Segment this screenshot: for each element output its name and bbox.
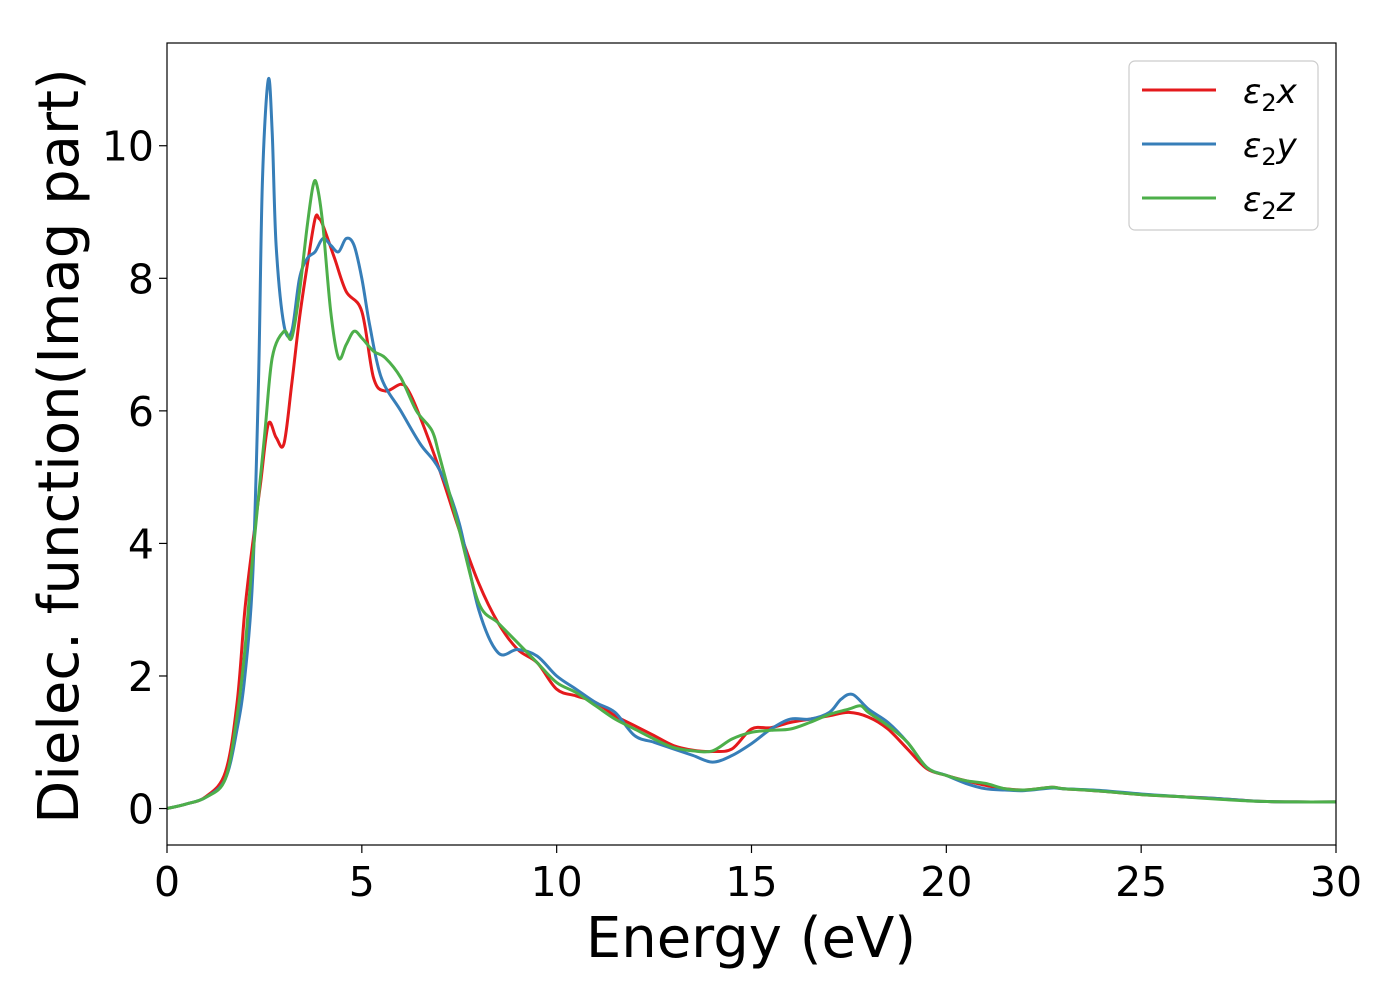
legend-label-x: ε2x [1243, 72, 1298, 117]
y-tick-label: 2 [128, 653, 154, 701]
x-tick-label: 30 [1310, 858, 1362, 906]
legend: ε2x ε2y ε2z [1128, 60, 1319, 231]
series-line-z [167, 179, 1336, 810]
legend-label-y: ε2y [1243, 126, 1298, 171]
y-tick-label: 0 [128, 786, 154, 834]
x-tick-label: 25 [1115, 858, 1167, 906]
y-tick-label: 10 [102, 123, 154, 171]
legend-label-z: ε2z [1243, 180, 1296, 225]
legend-box [1128, 60, 1319, 231]
x-tick-label: 0 [154, 858, 180, 906]
y-tick-label: 4 [128, 520, 154, 568]
series-line-y [167, 76, 1336, 810]
x-axis-label: Energy (eV) [586, 906, 916, 971]
x-tick-label: 15 [725, 858, 777, 906]
x-tick-label: 10 [531, 858, 583, 906]
y-tick-label: 8 [128, 255, 154, 303]
series-line-x [167, 213, 1336, 810]
y-tick-label: 6 [128, 388, 154, 436]
x-tick-label: 20 [920, 858, 972, 906]
series-layer [167, 76, 1336, 810]
y-axis-label: Dielec. function(Imag part) [27, 68, 92, 824]
axes-layer: 0 5 10 15 20 25 30 0 2 4 6 8 10 [102, 42, 1362, 906]
x-tick-label: 5 [349, 858, 375, 906]
